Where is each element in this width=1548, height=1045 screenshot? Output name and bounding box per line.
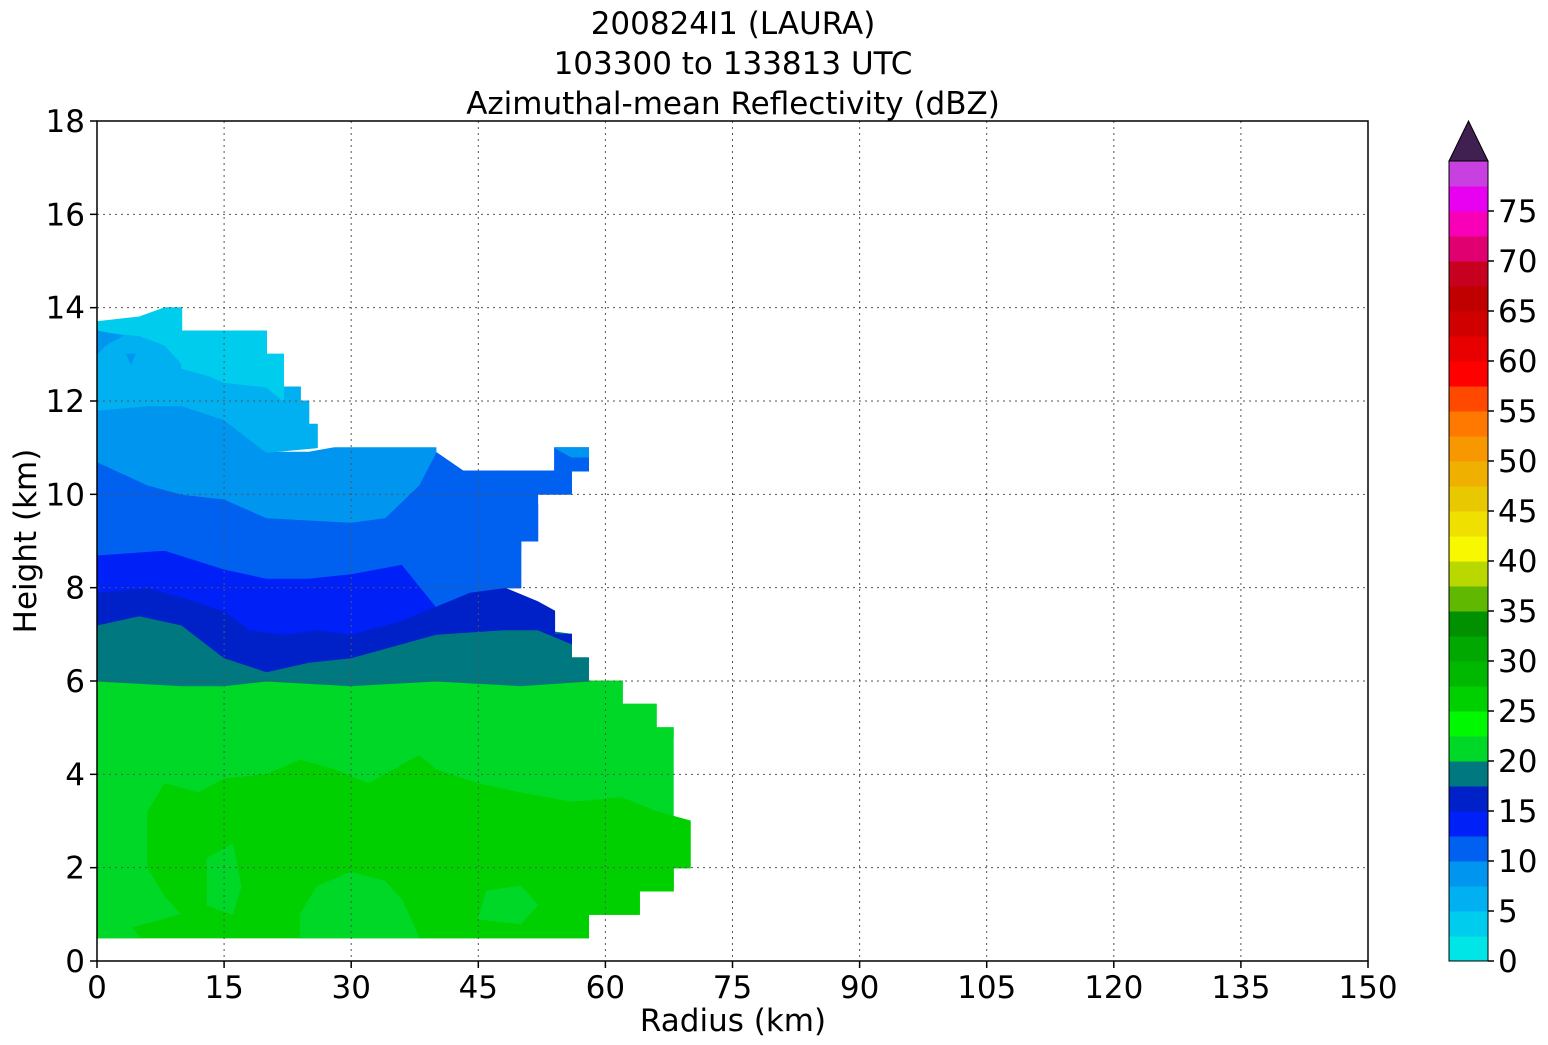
contour-region (299, 871, 420, 939)
x-tick-label: 135 (1211, 970, 1270, 1006)
colorbar-tick-label: 35 (1498, 594, 1537, 630)
colorbar-swatch (1449, 411, 1488, 437)
y-tick-label: 18 (46, 104, 85, 140)
colorbar-swatch (1449, 761, 1488, 787)
y-axis-label: Height (km) (8, 449, 44, 634)
x-tick-label: 105 (957, 970, 1016, 1006)
x-axis-label: Radius (km) (640, 1003, 826, 1039)
colorbar-tick-label: 15 (1498, 794, 1537, 830)
y-tick-label: 10 (46, 477, 85, 513)
colorbar-swatch (1449, 361, 1488, 387)
colorbar-swatch (1449, 286, 1488, 312)
x-tick-label: 90 (840, 970, 879, 1006)
contour-region (96, 680, 674, 747)
x-tick-label: 45 (459, 970, 498, 1006)
grid-layer (97, 121, 1368, 961)
colorbar-tick-label: 70 (1498, 244, 1537, 280)
y-tick-label: 0 (65, 944, 85, 980)
x-tick-label: 120 (1084, 970, 1143, 1006)
colorbar-swatch (1449, 811, 1488, 837)
colorbar-swatch (1449, 861, 1488, 887)
colorbar-swatch (1449, 661, 1488, 687)
y-tick-label: 6 (65, 664, 85, 700)
colorbar-swatch (1449, 336, 1488, 362)
colorbar-swatch (1449, 511, 1488, 537)
contour-region (181, 330, 284, 388)
colorbar-swatch (1449, 786, 1488, 812)
contour-region (257, 801, 336, 850)
colorbar-tick-label: 65 (1498, 294, 1537, 330)
colorbar-tick-label: 50 (1498, 444, 1537, 480)
colorbar-tick-label: 0 (1498, 944, 1518, 980)
colorbar-swatch (1449, 211, 1488, 237)
colorbar-tick-label: 30 (1498, 644, 1537, 680)
colorbar-swatch (1449, 261, 1488, 287)
colorbar-swatch (1449, 886, 1488, 912)
colorbar-swatch (1449, 686, 1488, 712)
contour-region (95, 913, 141, 939)
contour-region (125, 353, 136, 365)
colorbar-swatch (1449, 461, 1488, 487)
colorbar-swatch (1449, 711, 1488, 737)
colorbar-swatch (1449, 586, 1488, 612)
contour-fill-layer (95, 307, 691, 939)
contour-region (206, 843, 242, 915)
colorbar-swatch (1449, 561, 1488, 587)
y-tick-label: 8 (65, 571, 85, 607)
y-tick-label: 2 (65, 851, 85, 887)
chart-title-line-1: 200824I1 (LAURA) (591, 6, 876, 42)
colorbar-swatch (1449, 536, 1488, 562)
y-axis-ticks: 0 2 4 6 8 10 12 14 16 18 (46, 104, 97, 980)
colorbar-swatch (1449, 386, 1488, 412)
colorbar-swatch (1449, 736, 1488, 762)
colorbar-tick-label: 55 (1498, 394, 1537, 430)
x-tick-label: 75 (713, 970, 752, 1006)
colorbar-tick-label: 75 (1498, 194, 1537, 230)
colorbar-swatch (1449, 236, 1488, 262)
contour-region (401, 806, 691, 939)
colorbar-tick-label: 60 (1498, 344, 1537, 380)
x-tick-label: 15 (204, 970, 243, 1006)
contour-region (554, 447, 589, 458)
colorbar-swatch (1449, 486, 1488, 512)
colorbar-swatch (1449, 161, 1488, 187)
colorbar-tick-label: 40 (1498, 544, 1537, 580)
x-tick-label: 30 (331, 970, 370, 1006)
colorbar-tick-label: 10 (1498, 844, 1537, 880)
y-tick-label: 4 (65, 757, 85, 793)
colorbar-swatch (1449, 936, 1488, 962)
colorbar-tick-label: 45 (1498, 494, 1537, 530)
y-tick-label: 16 (46, 197, 85, 233)
colorbar-swatch (1449, 611, 1488, 637)
colorbar-tick-label: 20 (1498, 744, 1537, 780)
colorbar: 0 5 10 15 20 25 30 35 40 45 50 55 60 65 70 75 (1448, 119, 1537, 980)
colorbar-swatch (1449, 911, 1488, 937)
chart-title-line-2: 103300 to 133813 UTC (554, 46, 913, 82)
contour-region (477, 885, 539, 925)
colorbar-swatch (1449, 836, 1488, 862)
colorbar-swatch (1449, 636, 1488, 662)
x-tick-label: 60 (586, 970, 625, 1006)
x-axis-ticks: 0 15 30 45 60 75 90 105 120 135 150 (87, 961, 1398, 1006)
colorbar-swatch (1449, 436, 1488, 462)
x-tick-label: 0 (87, 970, 107, 1006)
colorbar-tick-label: 5 (1498, 894, 1518, 930)
colorbar-swatch (1449, 311, 1488, 337)
y-tick-label: 14 (46, 291, 85, 327)
y-tick-label: 12 (46, 384, 85, 420)
colorbar-extend-arrow (1448, 119, 1489, 162)
colorbar-swatch (1449, 186, 1488, 212)
x-tick-label: 150 (1338, 970, 1397, 1006)
colorbar-tick-label: 25 (1498, 694, 1537, 730)
chart-title-line-3: Azimuthal-mean Reflectivity (dBZ) (466, 86, 1000, 122)
